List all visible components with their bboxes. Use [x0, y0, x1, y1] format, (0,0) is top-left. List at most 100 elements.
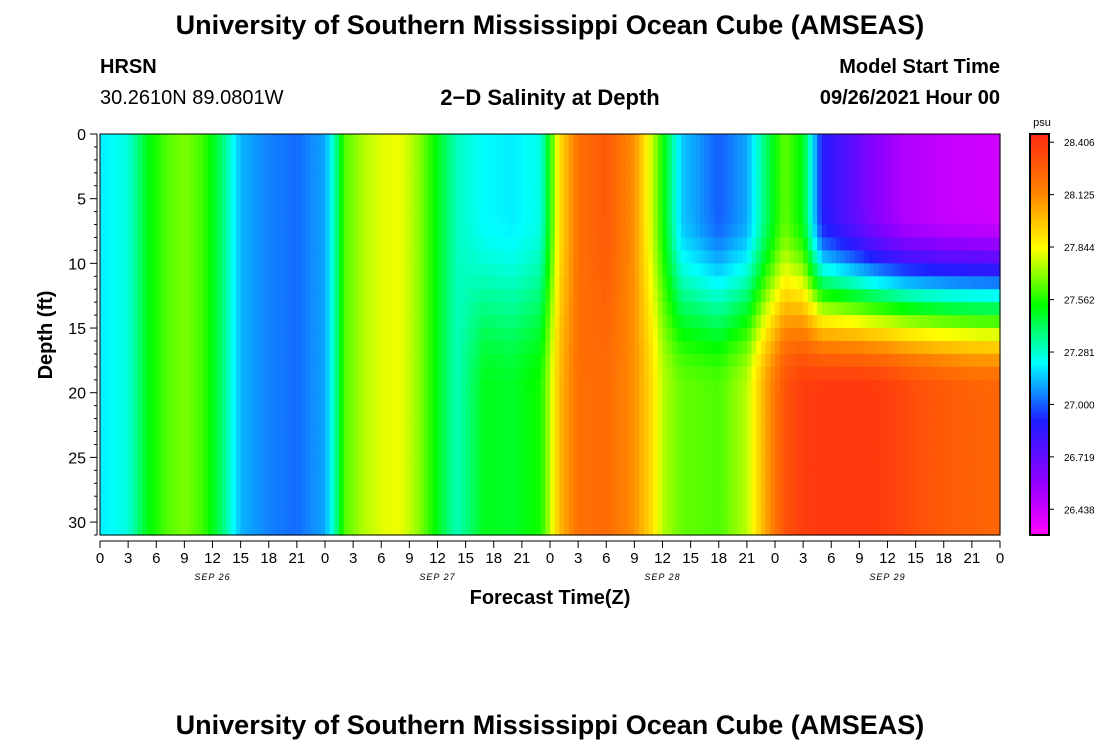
- heatmap-cell: [657, 224, 664, 239]
- heatmap-cell: [573, 340, 579, 355]
- heatmap-cell: [967, 185, 973, 200]
- heatmap-cell: [170, 379, 176, 394]
- heatmap-cell: [793, 353, 800, 368]
- heatmap-cell: [596, 392, 603, 407]
- heatmap-cell: [910, 211, 917, 226]
- heatmap-cell: [137, 315, 143, 329]
- heatmap-cell: [221, 353, 228, 368]
- heatmap-cell: [835, 315, 842, 329]
- heatmap-cell: [948, 457, 954, 471]
- heatmap-cell: [240, 366, 246, 381]
- heatmap-cell: [142, 211, 148, 226]
- heatmap-cell: [203, 457, 209, 471]
- heatmap-cell: [371, 328, 378, 342]
- heatmap-cell: [301, 379, 307, 394]
- heatmap-cell: [268, 172, 275, 187]
- heatmap-cell: [545, 328, 551, 342]
- heatmap-cell: [582, 340, 589, 355]
- heatmap-cell: [714, 211, 720, 226]
- heatmap-cell: [273, 198, 279, 213]
- heatmap-cell: [789, 134, 795, 148]
- heatmap-cell: [320, 457, 326, 471]
- heatmap-cell: [737, 134, 743, 148]
- heatmap-cell: [526, 198, 532, 213]
- heatmap-cell: [371, 431, 378, 446]
- heatmap-cell: [728, 289, 734, 303]
- heatmap-cell: [760, 302, 767, 316]
- heatmap-cell: [446, 250, 453, 264]
- heatmap-cell: [948, 198, 954, 213]
- heatmap-cell: [976, 353, 982, 368]
- heatmap-cell: [625, 198, 631, 213]
- heatmap-cell: [498, 224, 504, 239]
- heatmap-cell: [643, 276, 650, 290]
- heatmap-cell: [128, 146, 134, 161]
- heatmap-cell: [718, 276, 725, 290]
- heatmap-cell: [606, 134, 612, 148]
- heatmap-cell: [995, 366, 1001, 381]
- heatmap-cell: [170, 237, 176, 252]
- heatmap-cell: [929, 392, 935, 407]
- heatmap-cell: [639, 250, 645, 264]
- heatmap-cell: [310, 159, 317, 174]
- heatmap-cell: [625, 211, 631, 226]
- heatmap-cell: [428, 366, 434, 381]
- heatmap-cell: [859, 172, 865, 187]
- heatmap-cell: [559, 185, 565, 200]
- heatmap-cell: [610, 237, 617, 252]
- heatmap-cell: [409, 146, 415, 161]
- heatmap-cell: [892, 405, 898, 420]
- heatmap-cell: [653, 366, 659, 381]
- heatmap-cell: [489, 198, 495, 213]
- heatmap-cell: [418, 379, 425, 394]
- heatmap-cell: [348, 185, 354, 200]
- heatmap-cell: [207, 146, 214, 161]
- heatmap-cell: [667, 392, 673, 407]
- heatmap-cell: [156, 328, 162, 342]
- heatmap-cell: [310, 276, 317, 290]
- heatmap-cell: [475, 328, 481, 342]
- heatmap-cell: [400, 276, 406, 290]
- heatmap-cell: [207, 392, 214, 407]
- heatmap-cell: [639, 237, 645, 252]
- heatmap-cell: [287, 328, 293, 342]
- heatmap-cell: [540, 340, 546, 355]
- heatmap-cell: [123, 379, 129, 394]
- heatmap-cell: [357, 379, 364, 394]
- heatmap-cell: [746, 224, 753, 239]
- heatmap-cell: [990, 444, 996, 458]
- heatmap-cell: [864, 289, 870, 303]
- heatmap-cell: [554, 159, 560, 174]
- heatmap-cell: [507, 146, 514, 161]
- heatmap-cell: [723, 250, 729, 264]
- heatmap-cell: [231, 237, 237, 252]
- heatmap-cell: [334, 302, 340, 316]
- heatmap-cell: [526, 172, 532, 187]
- heatmap-cell: [343, 198, 350, 213]
- heatmap-cell: [582, 237, 589, 252]
- heatmap-cell: [657, 185, 664, 200]
- heatmap-cell: [789, 405, 795, 420]
- heatmap-cell: [939, 405, 945, 420]
- heatmap-cell: [568, 134, 575, 148]
- heatmap-cell: [657, 315, 664, 329]
- heatmap-cell: [939, 444, 945, 458]
- heatmap-cell: [592, 134, 598, 148]
- heatmap-cell: [475, 289, 481, 303]
- heatmap-cell: [746, 418, 753, 433]
- heatmap-cell: [728, 328, 734, 342]
- heatmap-cell: [540, 302, 546, 316]
- heatmap-cell: [667, 172, 673, 187]
- heatmap-cell: [957, 185, 964, 200]
- heatmap-cell: [770, 405, 776, 420]
- heatmap-cell: [503, 353, 509, 368]
- heatmap-cell: [629, 198, 635, 213]
- heatmap-cell: [189, 379, 195, 394]
- heatmap-cell: [962, 198, 968, 213]
- heatmap-cell: [292, 146, 298, 161]
- heatmap-cell: [676, 185, 682, 200]
- heatmap-cell: [953, 276, 959, 290]
- heatmap-cell: [835, 353, 842, 368]
- heatmap-cell: [207, 263, 214, 277]
- heatmap-cell: [967, 353, 973, 368]
